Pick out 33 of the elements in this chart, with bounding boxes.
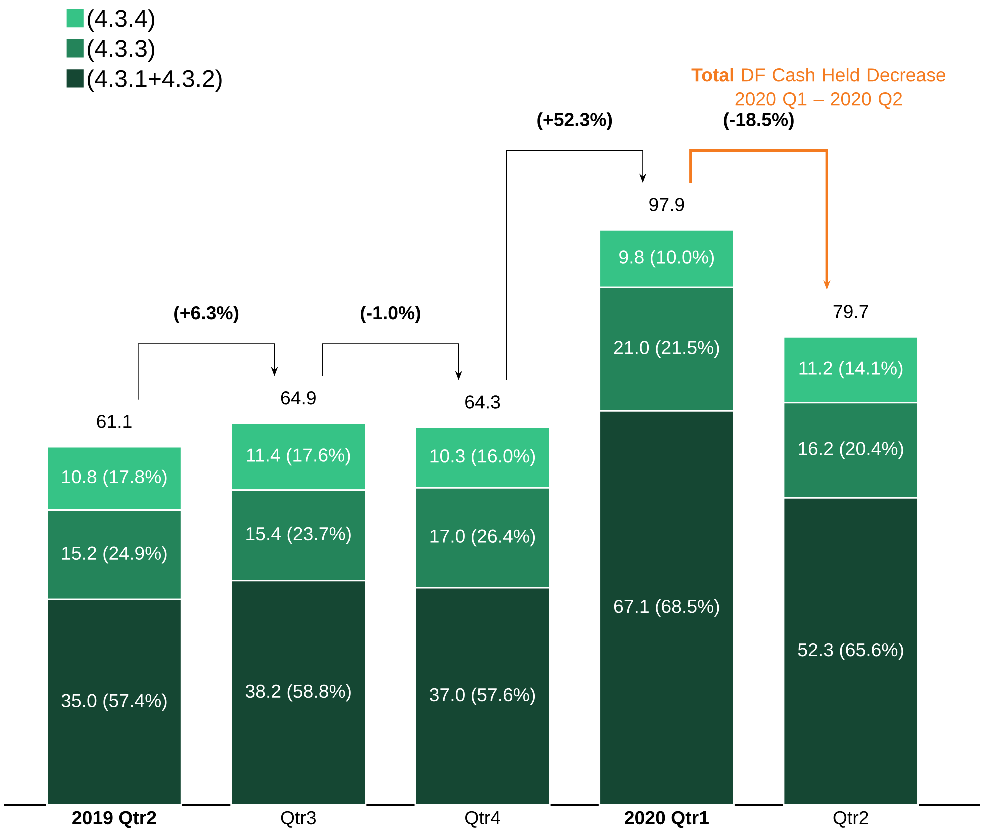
x-tick-label: Qtr4 [466,812,500,828]
total-label: 61.1 [97,415,132,428]
total-label: 97.9 [650,198,684,212]
data-label: 10.3 (16.0%) [430,449,536,467]
data-label: 17.0 (26.4%) [430,529,536,547]
x-tick-label: Qtr3 [281,812,316,828]
x-tick-label: 2020 Qtr1 [625,812,709,828]
legend-label: (4.3.4) [88,10,154,32]
data-label: 11.2 (14.1%) [800,361,903,379]
data-label: 38.2 (58.8%) [246,684,351,702]
x-tick-label: 2019 Qtr2 [72,812,156,828]
total-label: 64.9 [281,392,316,405]
data-label: 52.3 (65.6%) [798,643,904,661]
text: Total DF Cash Held Decrease 2020 Q1 – 2020 Q2 [692,68,946,110]
text: (+52.3%) [538,112,612,130]
data-label: 11.4 (17.6%) [247,448,350,466]
total-label: 79.7 [834,305,868,319]
data-label: 35.0 (57.4%) [62,694,167,712]
data-label: 15.2 (24.9%) [62,546,167,564]
total-label: 64.3 [466,396,500,410]
legend-label: (4.3.3) [88,40,154,62]
annotation: (+6.3%) [174,306,239,324]
text: (-18.5%) [724,112,794,130]
annotation: (-1.0%) [361,306,420,324]
data-label: 67.1 (68.5%) [614,600,720,618]
data-label: 37.0 (57.6%) [430,688,536,706]
data-label: 10.8 (17.8%) [62,470,167,488]
data-label: 21.0 (21.5%) [614,340,720,358]
x-tick-label: Qtr2 [834,812,868,828]
legend-label: (4.3.1+4.3.2) [88,70,222,92]
data-label: 16.2 (20.4%) [799,442,904,460]
data-label: 9.8 (10.0%) [620,250,714,268]
data-label: 15.4 (23.7%) [246,527,351,544]
